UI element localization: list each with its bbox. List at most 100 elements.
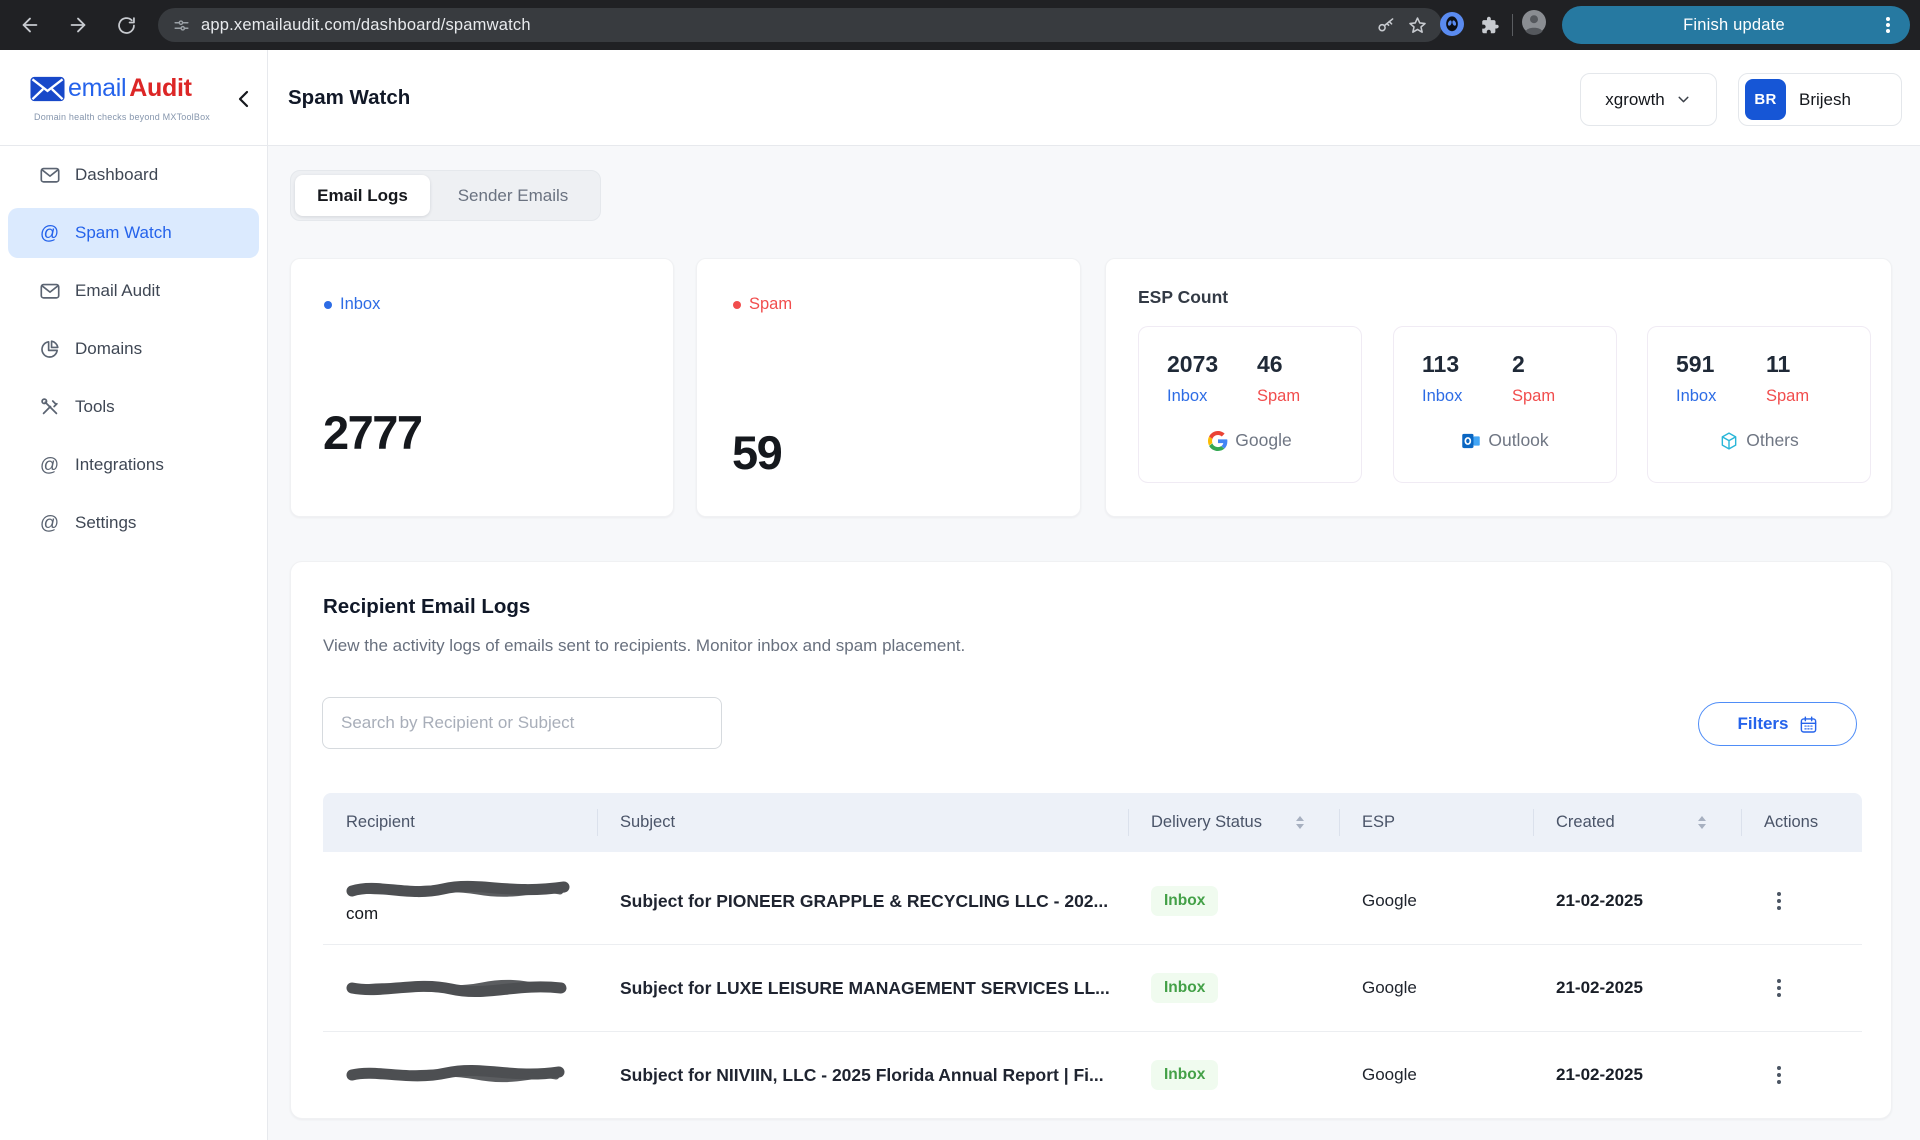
url-text[interactable]: app.xemailaudit.com/dashboard/spamwatch — [201, 15, 531, 34]
column-divider — [597, 809, 598, 836]
spam-stat-card: Spam 59 — [696, 258, 1081, 517]
spam-label: Spam — [1766, 387, 1810, 405]
sidebar-item-spam-watch[interactable]: @ Spam Watch — [8, 208, 259, 258]
esp-provider-google: 2073 46 Inbox Spam Google — [1138, 326, 1362, 483]
sidebar-item-settings[interactable]: @ Settings — [8, 498, 259, 548]
sidebar-item-label: Tools — [75, 397, 115, 416]
column-header-subject: Subject — [620, 813, 676, 831]
esp-value: Google — [1362, 978, 1417, 997]
created-date: 21-02-2025 — [1556, 1065, 1643, 1084]
others-spam-count: 11 — [1766, 351, 1791, 377]
brand-tagline: Domain health checks beyond MXToolBox — [34, 112, 210, 122]
user-menu[interactable]: BR Brijesh — [1738, 73, 1902, 126]
browser-reload-button[interactable] — [114, 13, 138, 37]
tab-email-logs[interactable]: Email Logs — [295, 175, 430, 216]
email-subject: Subject for NIIVIIN, LLC - 2025 Florida … — [620, 1064, 1104, 1085]
sort-icon[interactable] — [1295, 815, 1305, 830]
tab-sender-emails[interactable]: Sender Emails — [457, 185, 569, 205]
header-divider — [0, 145, 1920, 146]
table-row: Subject for NIIVIIN, LLC - 2025 Florida … — [323, 1032, 1862, 1118]
finish-update-label: Finish update — [1683, 15, 1785, 34]
sidebar-collapse-button[interactable] — [229, 83, 259, 115]
password-key-icon[interactable] — [1376, 15, 1397, 36]
extension-alien-icon[interactable] — [1440, 12, 1464, 36]
google-provider-name: Google — [1235, 430, 1292, 450]
sort-icon[interactable] — [1697, 815, 1707, 830]
delivery-status-badge: Inbox — [1151, 1060, 1219, 1090]
browser-menu-icon[interactable] — [1886, 23, 1890, 27]
browser-chrome: app.xemailaudit.com/dashboard/spamwatch … — [0, 0, 1920, 50]
column-header-created[interactable]: Created — [1533, 813, 1741, 832]
search-input[interactable] — [322, 697, 722, 749]
inbox-dot-icon — [324, 300, 332, 309]
sidebar: email Audit Domain health checks beyond M… — [0, 74, 267, 1140]
spam-dot-icon — [733, 300, 741, 309]
sidebar-item-label: Email Audit — [75, 281, 161, 300]
chevron-left-icon — [232, 87, 256, 111]
user-avatar: BR — [1745, 79, 1786, 120]
outlook-icon — [1461, 431, 1481, 451]
workspace-name: xgrowth — [1605, 89, 1665, 109]
browser-profile-avatar[interactable] — [1522, 10, 1546, 36]
outlook-provider-name: Outlook — [1488, 430, 1549, 450]
filters-button[interactable]: Filters — [1698, 702, 1857, 746]
inbox-label: Inbox — [1422, 387, 1463, 405]
esp-provider-others: 591 11 Inbox Spam Others — [1647, 326, 1871, 483]
finish-update-button[interactable]: Finish update — [1562, 6, 1910, 44]
recipient-email-logs-card: Recipient Email Logs View the activity l… — [290, 561, 1892, 1119]
redacted-recipient-scribble — [346, 878, 571, 902]
created-date: 21-02-2025 — [1556, 978, 1643, 997]
browser-back-button[interactable] — [18, 13, 42, 37]
sidebar-item-email-audit[interactable]: Email Audit — [8, 266, 259, 316]
calendar-icon — [1799, 715, 1818, 734]
row-actions-menu-button[interactable] — [1764, 1060, 1794, 1090]
logs-section-title: Recipient Email Logs — [323, 595, 531, 618]
esp-count-card: ESP Count 2073 46 Inbox Spam Google 113 … — [1105, 258, 1892, 517]
sidebar-divider — [267, 50, 268, 1140]
column-header-esp: ESP — [1362, 813, 1396, 831]
column-header-delivery-status[interactable]: Delivery Status — [1128, 813, 1339, 832]
google-icon — [1208, 430, 1228, 451]
settings-icon: @ — [39, 512, 60, 534]
arrow-right-icon — [67, 14, 89, 36]
sidebar-item-domains[interactable]: Domains — [8, 324, 259, 374]
address-bar[interactable]: app.xemailaudit.com/dashboard/spamwatch — [158, 8, 1442, 42]
column-divider — [1533, 809, 1534, 836]
sidebar-item-dashboard[interactable]: Dashboard — [8, 150, 259, 200]
row-actions-menu-button[interactable] — [1764, 886, 1794, 916]
inbox-label: Inbox — [1676, 387, 1717, 405]
inbox-stat-label: Inbox — [340, 295, 381, 313]
column-header-actions: Actions — [1764, 813, 1819, 831]
created-date: 21-02-2025 — [1556, 891, 1643, 910]
page-title: Spam Watch — [288, 86, 411, 109]
email-subject: Subject for LUXE LEISURE MANAGEMENT SERV… — [620, 977, 1110, 998]
sidebar-item-tools[interactable]: Tools — [8, 382, 259, 432]
browser-forward-button[interactable] — [66, 13, 90, 37]
kebab-icon — [1777, 1073, 1781, 1077]
brand-logo[interactable]: email Audit — [30, 74, 192, 103]
delivery-status-badge: Inbox — [1151, 886, 1219, 916]
chevron-down-icon — [1675, 91, 1692, 108]
envelope-logo-icon — [30, 76, 65, 102]
inbox-label: Inbox — [1167, 387, 1208, 405]
esp-value: Google — [1362, 1065, 1417, 1084]
workspace-dropdown[interactable]: xgrowth — [1580, 73, 1717, 126]
esp-count-title: ESP Count — [1138, 287, 1229, 307]
others-inbox-count: 591 — [1676, 351, 1715, 377]
extensions-puzzle-icon[interactable] — [1477, 13, 1501, 37]
outlook-inbox-count: 113 — [1422, 351, 1460, 377]
delivery-status-badge: Inbox — [1151, 973, 1219, 1003]
sidebar-item-integrations[interactable]: @ Integrations — [8, 440, 259, 490]
filters-label: Filters — [1737, 714, 1789, 733]
row-actions-menu-button[interactable] — [1764, 973, 1794, 1003]
google-inbox-count: 2073 — [1167, 351, 1219, 377]
tools-icon — [38, 396, 61, 418]
site-info-icon[interactable] — [172, 16, 191, 35]
kebab-icon — [1777, 986, 1781, 990]
kebab-icon — [1777, 899, 1781, 903]
table-header-row: Recipient Subject Delivery Status ESP Cr… — [323, 793, 1862, 852]
package-box-icon — [1719, 431, 1739, 451]
bookmark-star-icon[interactable] — [1407, 15, 1428, 36]
others-provider-name: Others — [1746, 430, 1799, 450]
